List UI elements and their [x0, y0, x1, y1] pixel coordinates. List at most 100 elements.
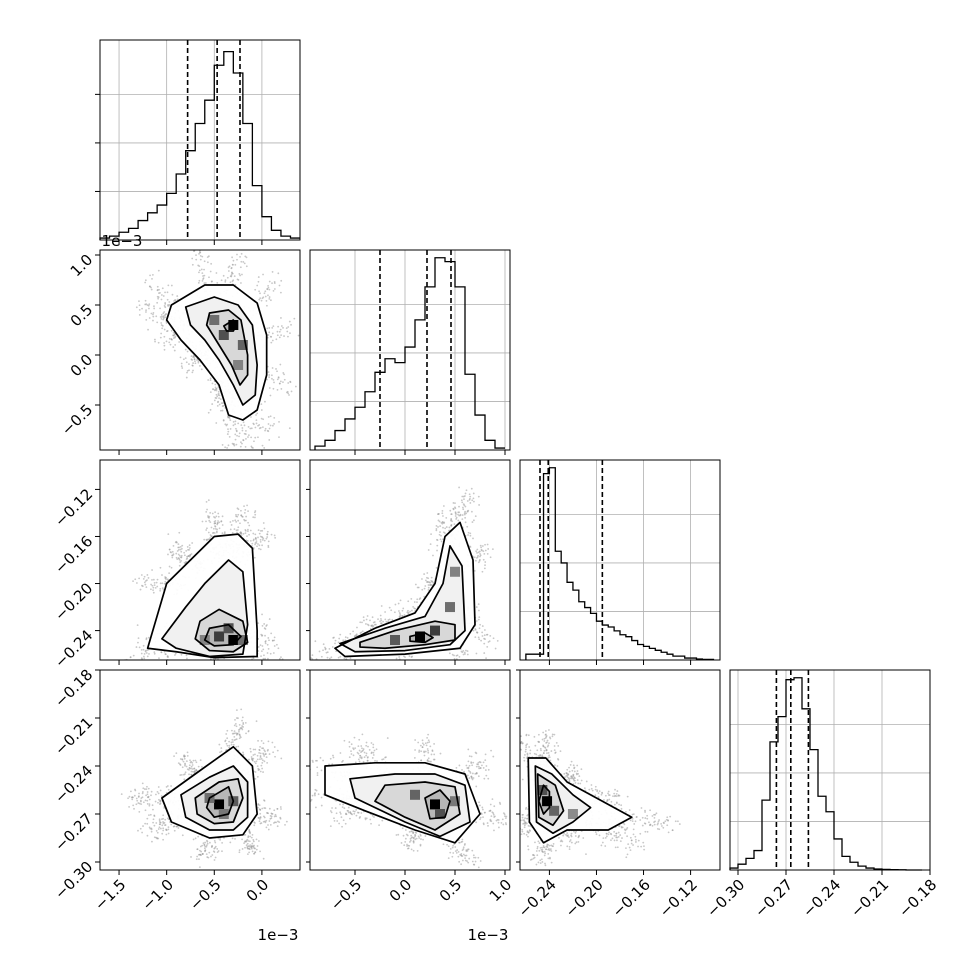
scatter-point	[287, 326, 290, 328]
scatter-point	[138, 802, 141, 805]
scatter-point	[220, 409, 222, 412]
scatter-point	[239, 274, 242, 277]
scatter-point	[151, 584, 154, 587]
scatter-point	[206, 508, 208, 511]
scatter-point	[472, 761, 475, 764]
scatter-point	[229, 281, 232, 284]
scatter-point	[264, 657, 267, 660]
scatter-point	[159, 821, 162, 824]
scatter-point	[143, 653, 146, 655]
scatter-point	[160, 795, 163, 797]
scatter-point	[379, 620, 381, 623]
scatter-point	[237, 422, 240, 425]
scatter-point	[138, 646, 141, 649]
scatter-point	[105, 661, 107, 663]
scatter-point	[262, 771, 264, 773]
scatter-point	[275, 368, 277, 370]
scatter-point	[197, 264, 200, 267]
scatter-point	[472, 629, 475, 632]
scatter-point	[450, 524, 453, 526]
scatter-point	[359, 632, 362, 635]
scatter-point	[480, 639, 482, 642]
scatter-point	[239, 531, 242, 534]
scatter-point	[484, 564, 486, 567]
scatter-point	[147, 796, 150, 799]
scatter-point	[594, 794, 597, 797]
scatter-point	[260, 455, 262, 457]
scatter-point	[538, 842, 541, 844]
scatter-point	[446, 843, 448, 846]
scatter-point	[153, 652, 156, 655]
scatter-point	[160, 651, 163, 654]
scatter-point	[163, 348, 166, 351]
contour-line	[424, 789, 451, 820]
scatter-point	[262, 747, 265, 750]
scatter-point	[245, 256, 248, 259]
scatter-point	[476, 552, 478, 554]
scatter-point	[395, 834, 398, 836]
scatter-point	[190, 770, 193, 773]
scatter-point	[271, 332, 274, 335]
scatter-point	[192, 770, 194, 773]
density-cell	[415, 631, 425, 642]
scatter-point	[197, 835, 200, 838]
scatter-point	[204, 849, 207, 852]
pair-panel-content	[105, 499, 284, 663]
scatter-point	[206, 261, 209, 264]
scatter-point	[436, 538, 438, 541]
scatter-point	[258, 290, 261, 293]
scatter-point	[363, 751, 366, 754]
scatter-point	[484, 811, 486, 814]
scatter-point	[261, 634, 264, 637]
scatter-point	[233, 730, 236, 733]
scatter-point	[147, 328, 149, 331]
scatter-point	[475, 772, 478, 775]
scatter-point	[520, 819, 522, 822]
scatter-point	[176, 550, 179, 552]
scatter-point	[210, 280, 213, 283]
scatter-point	[485, 765, 488, 767]
scatter-point	[460, 499, 463, 502]
scatter-point	[481, 764, 483, 767]
scatter-point	[276, 378, 279, 381]
scatter-point	[244, 445, 247, 448]
scatter-point	[435, 566, 438, 569]
scatter-point	[475, 620, 478, 622]
scatter-point	[312, 761, 314, 763]
scatter-point	[245, 839, 248, 842]
scatter-point	[279, 380, 282, 383]
scatter-point	[488, 640, 491, 643]
scatter-point	[477, 763, 479, 766]
scatter-point	[162, 827, 165, 830]
scatter-point	[594, 788, 597, 791]
scatter-point	[484, 561, 487, 563]
scatter-point	[370, 624, 373, 627]
scatter-point	[184, 357, 187, 360]
scatter-point	[289, 332, 291, 335]
scatter-point	[268, 327, 271, 329]
scatter-point	[575, 841, 578, 844]
scatter-point	[226, 447, 228, 449]
scatter-point	[177, 553, 180, 556]
scatter-point	[468, 764, 471, 767]
scatter-point	[238, 737, 241, 740]
scatter-point	[150, 312, 153, 315]
scatter-point	[472, 854, 475, 857]
scatter-point	[184, 771, 187, 774]
scatter-point	[576, 779, 579, 781]
scatter-point	[607, 790, 610, 793]
scatter-point	[141, 782, 144, 785]
scatter-point	[156, 578, 159, 581]
scatter-point	[320, 796, 323, 799]
scatter-point	[339, 812, 342, 815]
scatter-point	[461, 514, 464, 516]
scatter-point	[656, 827, 659, 830]
scatter-point	[439, 531, 441, 533]
histogram-step	[525, 467, 715, 661]
scatter-point	[178, 564, 181, 567]
scatter-point	[242, 753, 245, 756]
scatter-point	[418, 837, 421, 839]
scatter-point	[471, 860, 474, 863]
scatter-point	[151, 273, 154, 276]
scatter-point	[349, 657, 352, 660]
